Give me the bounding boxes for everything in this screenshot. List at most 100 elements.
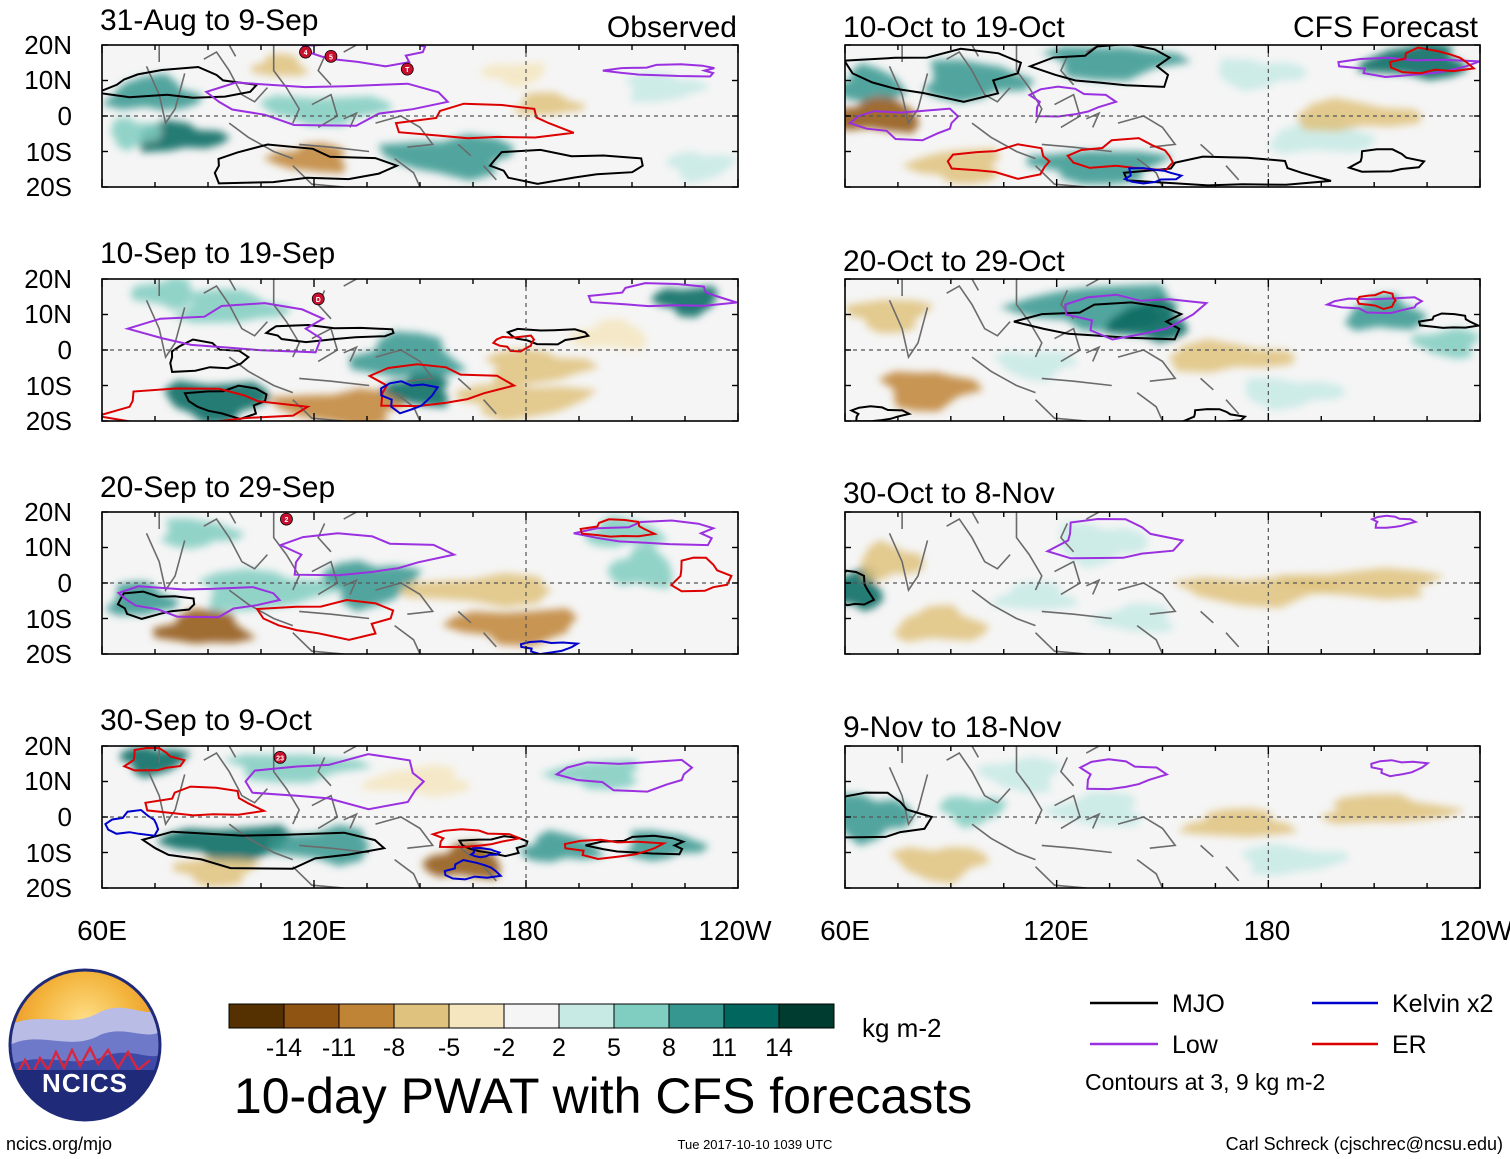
panel-title-p7: 30-Oct to 8-Nov: [843, 477, 1055, 510]
svg-text:5: 5: [329, 54, 333, 61]
coastline: [888, 65, 929, 126]
wave-contour: [140, 830, 387, 870]
legend-note: Contours at 3, 9 kg m-2: [1085, 1069, 1325, 1095]
coastline: [971, 589, 1036, 627]
coastline: [228, 746, 237, 758]
svg-text:23: 23: [276, 755, 284, 762]
storm-track-marker: 23: [273, 750, 287, 764]
pwat-anomaly-region: [197, 568, 343, 611]
wave-contour: [579, 518, 659, 538]
coastline: [228, 279, 237, 291]
footer-timestamp: Tue 2017-10-10 1039 UTC: [678, 1137, 833, 1152]
panel-20oct-29oct: [844, 278, 1481, 422]
coastline: [1085, 578, 1101, 595]
wave-contour: [573, 519, 717, 547]
wave-contour: [1122, 155, 1332, 187]
pwat-anomaly-region: [172, 858, 262, 887]
pwat-anomaly-region: [110, 117, 162, 152]
pwat-anomaly-region: [163, 380, 272, 421]
wave-contour: [1417, 312, 1480, 329]
coastline: [1200, 610, 1214, 624]
wave-contour: [469, 846, 502, 859]
wave-contour: [1027, 85, 1119, 118]
wave-contour: [845, 791, 934, 839]
wave-contour: [1027, 45, 1172, 88]
wave-contour: [1078, 758, 1170, 791]
wave-contour: [183, 384, 268, 420]
coastline: [272, 45, 301, 124]
coastline: [375, 816, 435, 849]
coastline: [1200, 377, 1214, 391]
coastline: [888, 532, 929, 593]
lon-label: 60E: [77, 915, 127, 946]
coastline: [1225, 866, 1240, 882]
coastline: [971, 746, 980, 758]
lat-label: 0: [58, 568, 72, 598]
coastline: [1034, 866, 1087, 888]
pwat-anomaly-region: [478, 61, 547, 88]
lat-label: 0: [58, 335, 72, 365]
panel-title-p1: 31-Aug to 9-Sep: [100, 4, 318, 37]
coastline: [1015, 512, 1043, 591]
footer-credit: Carl Schreck (cjschrec@ncsu.edu): [1226, 1134, 1503, 1154]
wave-contour: [429, 828, 524, 849]
logo-text: NCICS: [42, 1068, 128, 1098]
legend-label-low: Low: [1172, 1031, 1219, 1059]
pwat-anomaly-region: [1245, 378, 1348, 411]
legend-item-mjo: MJO: [1090, 990, 1225, 1018]
observed-label: Observed: [607, 11, 737, 44]
wave-contour: [585, 834, 687, 856]
lat-label: 0: [58, 101, 72, 131]
wave-contour: [563, 838, 668, 861]
pwat-anomaly-region: [360, 764, 472, 797]
coastline: [888, 766, 929, 827]
lat-label: 10N: [24, 766, 72, 796]
coastline: [1136, 858, 1164, 888]
wave-contour: [1388, 46, 1477, 75]
colorbar-units: kg m-2: [862, 1013, 941, 1043]
coastline: [1085, 345, 1101, 362]
coastline: [1085, 812, 1101, 829]
colorbar-swatch: [393, 1003, 450, 1029]
colorbar-swatch: [338, 1003, 395, 1029]
coastline: [317, 757, 332, 787]
coastline: [343, 578, 358, 595]
lon-label: 120W: [698, 915, 772, 946]
storm-track-marker: 5: [324, 49, 338, 63]
wave-contour: [847, 107, 960, 142]
lat-label: 20N: [24, 731, 72, 761]
coastline: [1054, 794, 1081, 830]
coastline: [1085, 111, 1101, 128]
coastline: [311, 560, 339, 596]
wave-contour: [845, 569, 876, 607]
pwat-anomaly-region: [938, 796, 1008, 829]
coastline: [292, 632, 344, 654]
coastline: [272, 512, 301, 591]
pwat-anomaly-region: [262, 142, 347, 174]
panel-title-p3: 20-Sep to 29-Sep: [100, 471, 335, 504]
lat-label: 20S: [26, 873, 72, 903]
wave-contour: [443, 858, 503, 881]
pwat-anomaly-region: [378, 134, 514, 181]
panel-title-p8: 9-Nov to 18-Nov: [843, 711, 1061, 744]
pwat-anomaly-region: [1219, 58, 1309, 92]
pwat-anomaly-region: [159, 518, 245, 549]
coastline: [1059, 523, 1075, 553]
lon-axis-right: 60E 120E 180 120W: [820, 915, 1510, 946]
coastline: [457, 143, 472, 157]
coastline: [483, 632, 497, 648]
coastline: [483, 399, 497, 415]
coastline: [1117, 582, 1177, 615]
lon-label: 60E: [820, 915, 870, 946]
pwat-anomaly-region: [1295, 97, 1423, 132]
lat-axis-p1: 20N 10N 0 10S 20S: [24, 30, 72, 202]
coastline: [343, 812, 358, 829]
coastline: [1054, 93, 1081, 129]
wave-contour: [669, 556, 733, 593]
svg-text:D: D: [316, 297, 321, 304]
legend-item-low: Low: [1090, 1031, 1219, 1059]
wave-contour: [845, 47, 1023, 103]
wave-contour: [394, 102, 575, 140]
coastline: [1059, 290, 1075, 320]
